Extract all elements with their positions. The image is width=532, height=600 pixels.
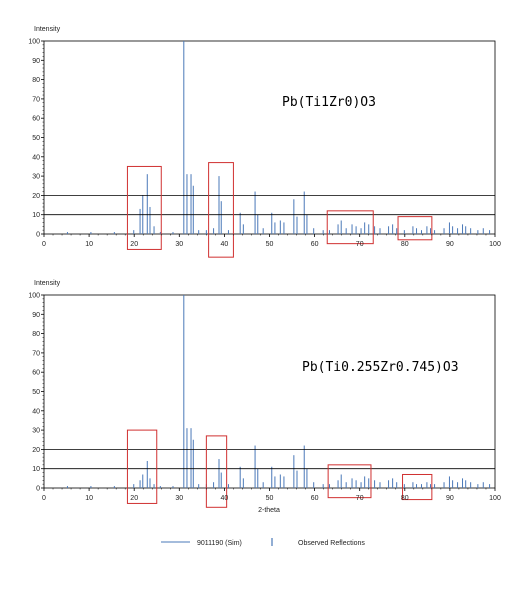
highlight-box bbox=[402, 473, 433, 501]
y-tick-label: 40 bbox=[32, 408, 40, 415]
highlight-box bbox=[326, 210, 374, 245]
x-tick-label: 40 bbox=[221, 495, 229, 502]
legend-label-sim: 9011190 (Sim) bbox=[197, 540, 242, 547]
x-tick-label: 50 bbox=[266, 495, 274, 502]
y-tick-label: 70 bbox=[32, 96, 40, 103]
legend: 9011190 (Sim) Observed Reflections bbox=[161, 538, 365, 547]
x-tick-label: 60 bbox=[311, 495, 319, 502]
y-axis: 0 10 20 30 40 50 60 70 80 90 100 bbox=[28, 293, 44, 493]
x-tick-label: 40 bbox=[221, 241, 229, 248]
x-tick-label: 80 bbox=[401, 495, 409, 502]
y-axis: 0 10 20 30 40 50 60 70 80 90 100 bbox=[28, 39, 44, 239]
y-tick-label: 90 bbox=[32, 58, 40, 65]
compound-annotation: Pb(Ti0.255Zr0.745)O3 bbox=[302, 360, 459, 375]
compound-annotation: Pb(Ti1Zr0)O3 bbox=[282, 95, 376, 110]
highlight-box bbox=[205, 435, 228, 508]
y-axis-title: Intensity bbox=[34, 26, 61, 33]
x-tick-label: 30 bbox=[175, 241, 183, 248]
x-tick-label: 30 bbox=[175, 495, 183, 502]
y-axis-title: Intensity bbox=[34, 280, 61, 287]
x-tick-label: 20 bbox=[130, 241, 138, 248]
x-tick-label: 80 bbox=[401, 241, 409, 248]
y-tick-label: 0 bbox=[36, 486, 40, 493]
peak-group bbox=[66, 41, 491, 234]
highlight-box bbox=[397, 216, 433, 241]
y-tick-label: 20 bbox=[32, 193, 40, 200]
x-tick-label: 90 bbox=[446, 495, 454, 502]
x-tick-label: 50 bbox=[266, 241, 274, 248]
y-tick-label: 100 bbox=[28, 39, 40, 46]
x-tick-label: 60 bbox=[311, 241, 319, 248]
reference-line-group bbox=[44, 448, 495, 470]
y-tick-label: 30 bbox=[32, 428, 40, 435]
highlight-box-group bbox=[126, 429, 433, 508]
x-axis: 0 10 20 30 40 50 60 70 80 90 100 bbox=[42, 234, 501, 248]
x-tick-label: 70 bbox=[356, 241, 364, 248]
plot-frame bbox=[43, 294, 496, 489]
y-tick-label: 60 bbox=[32, 116, 40, 123]
y-tick-label: 50 bbox=[32, 135, 40, 142]
legend-label-observed: Observed Reflections bbox=[298, 540, 365, 547]
y-tick-label: 30 bbox=[32, 174, 40, 181]
x-tick-label: 10 bbox=[85, 241, 93, 248]
x-tick-label: 20 bbox=[130, 495, 138, 502]
reference-line-group bbox=[44, 194, 495, 216]
x-tick-label: 90 bbox=[446, 241, 454, 248]
x-axis: 0 10 20 30 40 50 60 70 80 90 100 bbox=[42, 488, 501, 502]
highlight-box bbox=[208, 162, 234, 258]
peak-group bbox=[66, 295, 491, 488]
highlight-box bbox=[126, 429, 158, 504]
chart-panel-1: Intensity Pb(Ti1Zr0)O3 0 10 20 30 40 50 60 70 80… bbox=[28, 26, 501, 258]
y-tick-label: 10 bbox=[32, 466, 40, 473]
y-tick-label: 0 bbox=[36, 232, 40, 239]
x-tick-label: 0 bbox=[42, 495, 46, 502]
y-tick-label: 80 bbox=[32, 331, 40, 338]
chart-panel-2: Intensity Pb(Ti0.255Zr0.745)O3 0 10 20 30 40… bbox=[28, 280, 501, 514]
x-tick-label: 0 bbox=[42, 241, 46, 248]
y-tick-label: 10 bbox=[32, 212, 40, 219]
y-tick-label: 50 bbox=[32, 389, 40, 396]
y-tick-label: 70 bbox=[32, 350, 40, 357]
y-tick-label: 90 bbox=[32, 312, 40, 319]
x-tick-label: 100 bbox=[489, 495, 501, 502]
x-tick-label: 70 bbox=[356, 495, 364, 502]
x-axis-title: 2-theta bbox=[258, 507, 280, 514]
y-tick-label: 100 bbox=[28, 293, 40, 300]
highlight-box bbox=[327, 464, 372, 499]
y-tick-label: 40 bbox=[32, 154, 40, 161]
x-tick-label: 10 bbox=[85, 495, 93, 502]
y-tick-label: 60 bbox=[32, 370, 40, 377]
x-tick-label: 100 bbox=[489, 241, 501, 248]
y-tick-label: 20 bbox=[32, 447, 40, 454]
plot-frame bbox=[43, 40, 496, 235]
y-tick-label: 80 bbox=[32, 77, 40, 84]
highlight-box-group bbox=[126, 162, 433, 258]
highlight-box bbox=[126, 165, 162, 250]
